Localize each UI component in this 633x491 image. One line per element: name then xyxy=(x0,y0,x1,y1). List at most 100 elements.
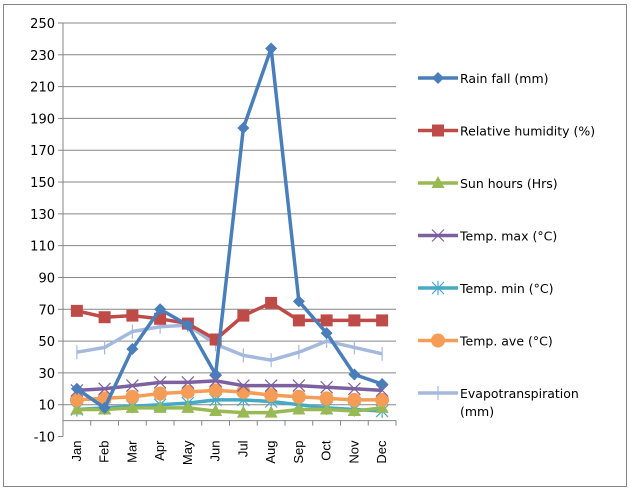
x-tick-label: Apr xyxy=(152,440,167,461)
x-marker-shape xyxy=(153,376,167,389)
triangle-marker-shape xyxy=(292,402,306,415)
circle-marker-shape xyxy=(153,386,168,401)
circle-marker-shape xyxy=(375,392,390,407)
x-tick-label: Jan xyxy=(69,441,84,462)
data-point xyxy=(98,401,111,414)
series-group xyxy=(69,42,390,419)
data-point xyxy=(292,379,306,393)
square-marker-shape xyxy=(348,314,361,327)
triangle-marker-shape xyxy=(320,402,334,415)
data-point xyxy=(209,374,223,388)
y-tick-label: 170 xyxy=(30,144,55,159)
diamond-marker-shape xyxy=(209,368,222,381)
diamond-marker-shape xyxy=(320,327,333,340)
y-axis-ticks: -10 10 30 50 70 90 110 130 150 170 190 210 230 250 xyxy=(30,17,63,446)
data-point xyxy=(70,304,83,317)
data-point xyxy=(348,368,361,381)
x-marker-shape xyxy=(431,229,445,242)
y-tick-label: 110 xyxy=(30,240,55,255)
legend-label: Temp. ave (°C) xyxy=(459,334,553,349)
legend-item: Rain fall (mm) xyxy=(418,71,549,86)
legend-swatch-marker xyxy=(431,229,445,242)
y-tick-label: 150 xyxy=(30,176,55,191)
legend-swatch-marker xyxy=(431,281,445,295)
y-tick-label: -10 xyxy=(34,431,55,446)
data-point xyxy=(209,404,223,417)
data-point xyxy=(237,121,250,134)
y-tick-label: 230 xyxy=(30,49,55,64)
diamond-marker-shape xyxy=(98,401,111,414)
triangle-marker-shape xyxy=(347,404,361,417)
circle-marker-shape xyxy=(431,333,445,348)
square-marker-shape xyxy=(292,314,305,327)
y-tick-label: 70 xyxy=(38,303,55,318)
x-marker-shape xyxy=(236,379,250,393)
axes xyxy=(62,23,396,437)
diamond-marker-shape xyxy=(70,382,83,395)
circle-marker-shape xyxy=(319,391,334,406)
diamond-marker-shape xyxy=(154,303,167,316)
data-point xyxy=(320,402,334,415)
x-axis-ticks: Jan Feb Mar Apr May Jun Jul Aug Sep Oct Nov Dec xyxy=(62,420,397,465)
x-marker-shape xyxy=(264,379,278,393)
circle-marker-shape xyxy=(180,384,195,399)
y-tick-label: 130 xyxy=(30,208,55,223)
data-point xyxy=(153,386,168,401)
data-point xyxy=(126,309,139,322)
y-tick-label: 250 xyxy=(30,17,55,32)
data-point xyxy=(125,379,139,393)
data-point xyxy=(292,295,305,308)
data-point xyxy=(181,319,194,332)
x-tick-label: Aug xyxy=(263,441,278,464)
square-marker-shape xyxy=(126,309,139,322)
legend: Rain fall (mm) Relative humidity (%) Sun h… xyxy=(418,71,595,419)
triangle-marker-shape xyxy=(70,402,84,415)
square-marker-shape xyxy=(265,296,278,309)
diamond-marker-shape xyxy=(292,295,305,308)
data-point xyxy=(319,391,334,406)
star-marker-shape xyxy=(431,281,445,295)
data-point xyxy=(375,392,390,407)
y-tick-label: 90 xyxy=(38,271,55,286)
circle-marker-shape xyxy=(125,389,140,404)
series-rain-fall-mm xyxy=(70,42,389,414)
y-tick-label: 210 xyxy=(30,81,55,96)
data-point xyxy=(348,314,361,327)
y-tick-label: 190 xyxy=(30,112,55,127)
triangle-marker-shape xyxy=(153,400,167,413)
legend-label: Relative humidity (%) xyxy=(460,124,595,139)
data-point xyxy=(320,327,333,340)
legend-item: Temp. min (°C) xyxy=(418,281,554,296)
data-point xyxy=(70,382,83,395)
y-tick-label: 50 xyxy=(38,335,55,350)
triangle-marker-shape xyxy=(264,405,278,418)
diamond-marker-shape xyxy=(432,72,444,84)
diamond-marker-shape xyxy=(126,343,139,356)
square-marker-shape xyxy=(432,124,444,137)
data-point xyxy=(237,309,250,322)
data-point xyxy=(69,392,84,407)
data-point xyxy=(125,400,139,413)
data-point xyxy=(320,314,333,327)
x-tick-label: Nov xyxy=(346,440,361,464)
diamond-marker-shape xyxy=(348,368,361,381)
x-tick-label: Dec xyxy=(374,440,389,464)
circle-marker-shape xyxy=(347,392,362,407)
diamond-marker-shape xyxy=(376,378,389,391)
data-point xyxy=(376,314,389,327)
series-line xyxy=(76,301,383,342)
data-point xyxy=(126,343,139,356)
x-tick-label: May xyxy=(180,440,195,465)
legend-label: Rain fall (mm) xyxy=(460,71,549,86)
x-tick-label: Feb xyxy=(97,441,112,463)
data-point xyxy=(292,402,306,415)
data-point xyxy=(209,368,222,381)
diamond-marker-shape xyxy=(237,121,250,134)
x-tick-label: Jun xyxy=(208,441,223,462)
data-point xyxy=(208,383,223,398)
data-point xyxy=(347,382,361,396)
x-marker-shape xyxy=(209,374,223,388)
triangle-marker-shape xyxy=(125,400,139,413)
series-line xyxy=(75,46,383,410)
x-tick-label: Jul xyxy=(235,440,250,457)
